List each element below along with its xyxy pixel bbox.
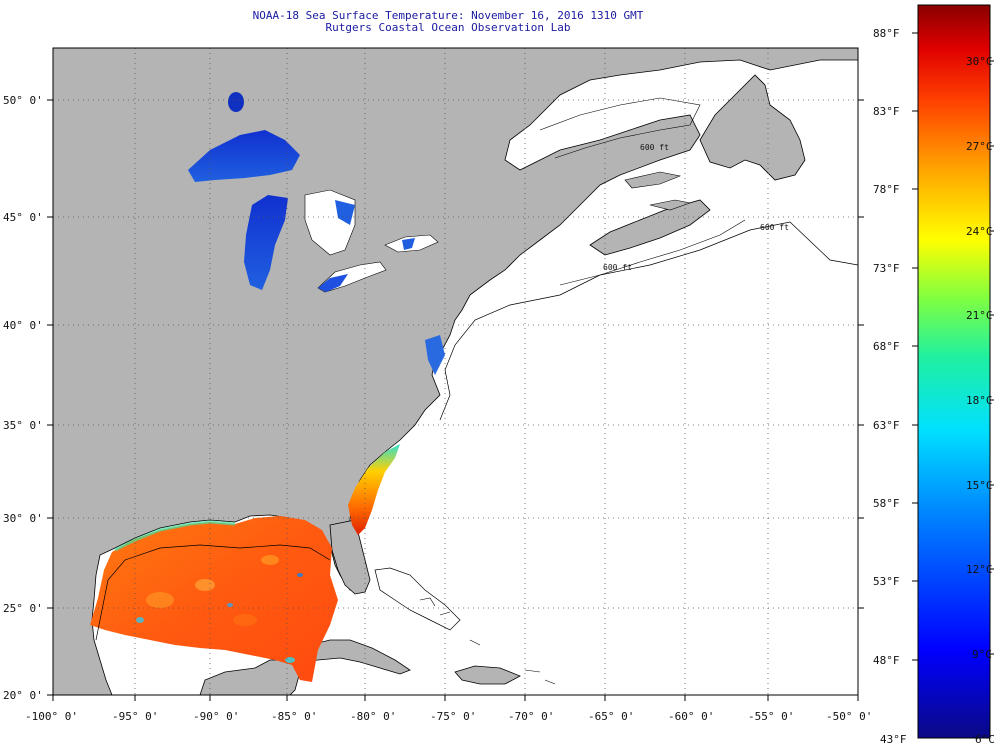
lon-label: -70° 0' [508, 710, 554, 723]
lake-superior [188, 130, 300, 182]
latitude-labels: 50° 0' 45° 0' 40° 0' 35° 0' 30° 0' 25° 0… [3, 94, 43, 702]
c-label: 24°C [966, 225, 993, 238]
c-label: 9°C [972, 648, 992, 661]
land-nova-scotia [589, 199, 711, 256]
colorbar-c-labels: 30°C 27°C 24°C 21°C 18°C 15°C 12°C 9°C 6… [966, 55, 995, 746]
lon-label: -60° 0' [668, 710, 714, 723]
f-label: 83°F [873, 105, 900, 118]
atlantic-coastal-sst [348, 444, 400, 535]
colorbar [917, 4, 991, 739]
graticule [53, 48, 858, 695]
longitude-labels: -100° 0' -95° 0' -90° 0' -85° 0' -80° 0'… [25, 710, 872, 723]
lat-label: 25° 0' [3, 602, 43, 615]
map-subtitle: Rutgers Coastal Ocean Observation Lab [325, 21, 571, 34]
isobath-label: 600 ft [603, 263, 632, 272]
c-label: 27°C [966, 140, 993, 153]
isobath-label-3: 600 ft [760, 223, 789, 232]
gulf-coast-cool-band [114, 520, 236, 552]
isobath-label-2: 600 ft [640, 143, 669, 152]
isobath-nova-scotia [559, 219, 746, 286]
lon-label: -50° 0' [826, 710, 872, 723]
map-frame [52, 47, 859, 696]
lake-michigan [244, 195, 288, 290]
f-label: 48°F [873, 654, 900, 667]
lake-ontario-sst [402, 238, 415, 250]
land-cuba [291, 639, 411, 675]
isobath-600ft [439, 221, 858, 421]
c-label: 12°C [966, 563, 993, 576]
c-label: 15°C [966, 479, 993, 492]
land-pei [649, 199, 692, 211]
c-label: 18°C [966, 394, 993, 407]
lon-label: -80° 0' [350, 710, 396, 723]
isobath-bahamas [374, 567, 461, 631]
land-hispaniola [454, 665, 521, 685]
axis-ticks [47, 99, 864, 701]
f-label: 78°F [873, 183, 900, 196]
c-label: 21°C [966, 309, 993, 322]
lon-label: -65° 0' [588, 710, 634, 723]
f-label: 63°F [873, 419, 900, 432]
map-title: NOAA-18 Sea Surface Temperature: Novembe… [252, 9, 644, 22]
lake-huron-sst [335, 200, 355, 225]
lon-label: -85° 0' [271, 710, 317, 723]
land-anticosti [624, 171, 682, 189]
lat-label: 40° 0' [3, 319, 43, 332]
f-label-bottom: 43°F [880, 733, 907, 746]
land-newfoundland [699, 74, 806, 181]
colorbar-ticks [912, 32, 994, 661]
f-label: 73°F [873, 262, 900, 275]
c-label: 30°C [966, 55, 993, 68]
f-label: 68°F [873, 340, 900, 353]
lon-label: -55° 0' [748, 710, 794, 723]
lat-label: 45° 0' [3, 211, 43, 224]
lat-label: 50° 0' [3, 94, 43, 107]
isobath-stlawrence [539, 97, 701, 159]
f-label: 88°F [873, 27, 900, 40]
lat-label: 35° 0' [3, 419, 43, 432]
lon-label: -75° 0' [430, 710, 476, 723]
isobath-gulf-shelf [95, 544, 331, 641]
lon-label: -95° 0' [112, 710, 158, 723]
lat-label: 20° 0' [3, 689, 43, 702]
lon-label: -90° 0' [193, 710, 239, 723]
c-label-bottom: 6°C [975, 733, 995, 746]
lake-erie-sst [318, 274, 348, 292]
f-label: 53°F [873, 575, 900, 588]
lat-label: 30° 0' [3, 512, 43, 525]
lon-label: -100° 0' [25, 710, 78, 723]
f-label: 58°F [873, 497, 900, 510]
colorbar-f-labels: 88°F 83°F 78°F 73°F 68°F 63°F 58°F 53°F … [873, 27, 907, 746]
chesapeake-bay [425, 335, 445, 375]
lake-nipigon [228, 92, 244, 112]
